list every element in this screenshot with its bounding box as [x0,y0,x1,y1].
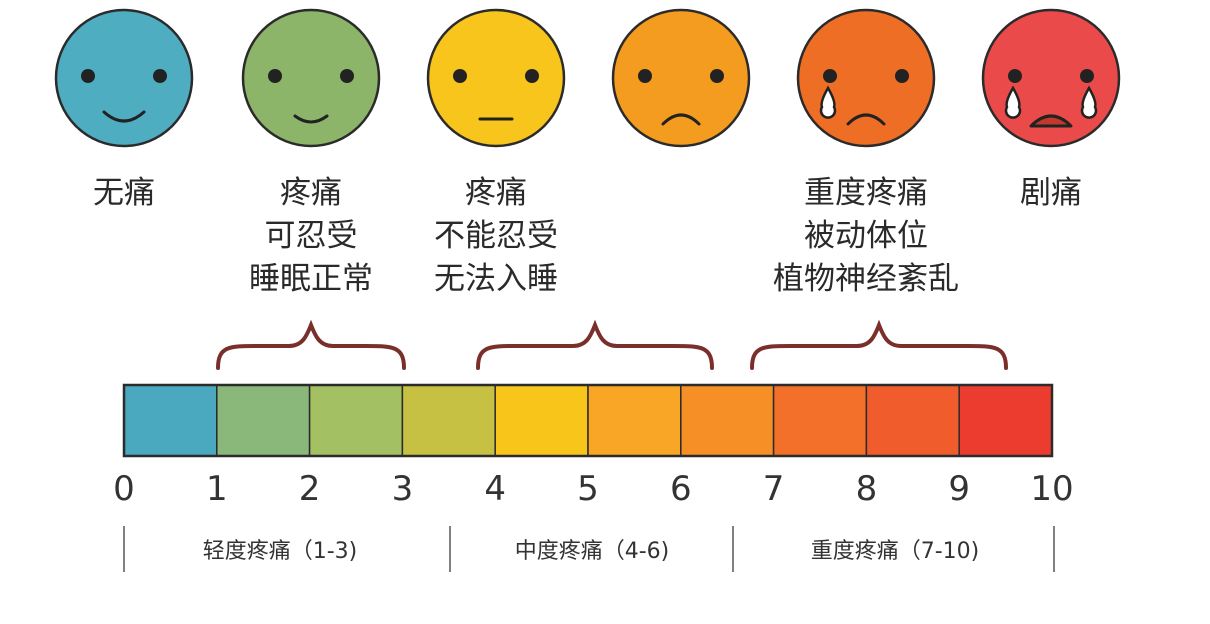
scale-segment-1 [216,384,311,457]
range-braces [216,319,1008,370]
eye-icon [268,69,282,83]
face-circle [611,8,751,148]
scale-segment-3 [401,384,496,457]
face-label-line: 无法入睡 [434,261,558,297]
face-circle [426,8,566,148]
tick-labels: 0 1 2 3 4 5 6 7 8 9 10 [113,469,1073,509]
pain-scale-bar [122,383,1054,458]
face-0 [54,8,194,148]
range-brace [216,319,406,370]
face-5 [981,8,1121,148]
tick-label: 10 [1030,469,1073,509]
face-circle [796,8,936,148]
eye-icon [823,69,837,83]
category-row: 轻度疼痛（1-3) 中度疼痛（4-6) 重度疼痛（7-10) [123,526,1055,572]
eye-icon [525,69,539,83]
eye-icon [153,69,167,83]
face-label-line: 重度疼痛 [804,175,928,211]
face-label-line: 无痛 [93,175,155,211]
face-label-line: 疼痛 [280,175,342,211]
eye-icon [638,69,652,83]
tick-label: 7 [763,469,785,509]
scale-segment-9 [958,384,1053,457]
face-circle [54,8,194,148]
face-1 [241,8,381,148]
face-4 [796,8,936,148]
category-label-2: 重度疼痛（7-10) [811,539,980,564]
eye-icon [453,69,467,83]
scale-segment-5 [587,384,682,457]
face-label-line: 被动体位 [804,218,928,254]
tick-label: 1 [206,469,228,509]
mouth-icon [293,114,329,124]
scale-border [122,383,1054,458]
scale-segment-2 [308,384,404,457]
face-label-0: 无痛 [93,175,155,211]
range-brace [476,319,714,370]
tick-label: 6 [670,469,692,509]
face-label-5: 剧痛 [1020,175,1082,211]
tear-icon [819,85,837,119]
scale-segment-0 [123,384,218,457]
face-2 [426,8,566,148]
face-label-line: 睡眠正常 [249,261,373,297]
face-label-line: 可忍受 [265,218,358,254]
scale-segment-8 [865,384,960,457]
eye-icon [710,69,724,83]
eye-icon [1080,69,1094,83]
scale-segment-6 [680,384,775,457]
tick-label: 3 [392,469,414,509]
face-label-line: 剧痛 [1020,175,1082,211]
face-circle [241,8,381,148]
mouth-icon [846,113,886,126]
tick-label: 4 [484,469,506,509]
faces-row [54,8,1121,148]
tick-label: 9 [948,469,970,509]
mouth-icon [102,110,146,123]
face-label-line: 不能忍受 [434,218,558,254]
eye-icon [895,69,909,83]
tear-icon [1080,85,1098,119]
mouth-icon [1029,114,1073,128]
category-label-0: 轻度疼痛（1-3) [203,539,358,564]
tick-label: 8 [856,469,878,509]
face-label-line: 疼痛 [465,175,527,211]
mouth-icon [661,113,701,126]
scale-segment-4 [494,384,589,457]
eye-icon [340,69,354,83]
scale-segment-7 [772,384,868,457]
category-label-1: 中度疼痛（4-6) [515,539,670,564]
face-3 [611,8,751,148]
eye-icon [1008,69,1022,83]
tick-label: 0 [113,469,135,509]
tick-label: 5 [577,469,599,509]
tick-label: 2 [299,469,321,509]
eye-icon [81,69,95,83]
tear-icon [1004,85,1022,119]
face-label-line: 植物神经紊乱 [773,261,959,297]
range-brace [750,319,1008,370]
